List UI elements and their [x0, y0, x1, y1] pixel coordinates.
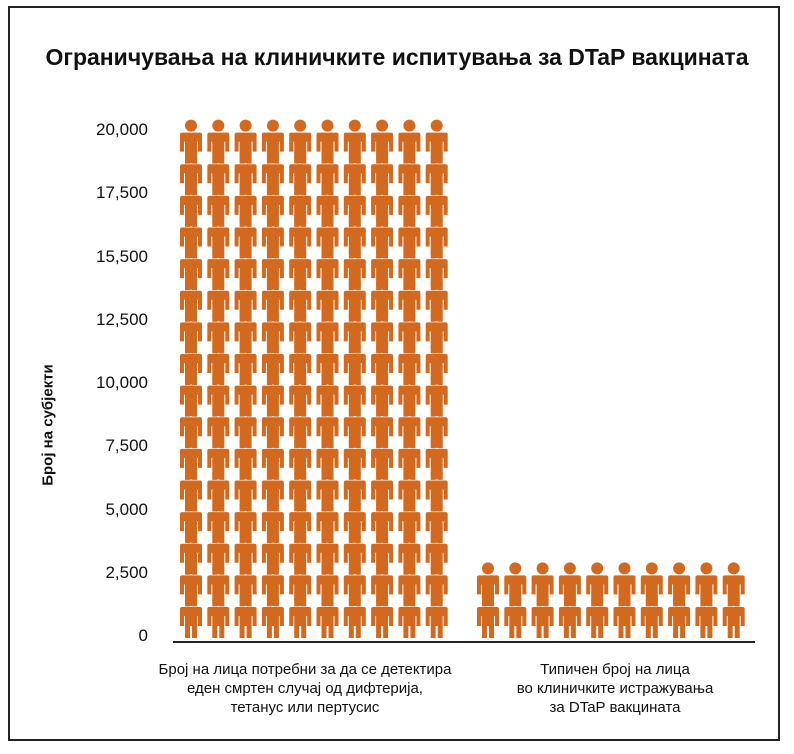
person-icon	[261, 119, 284, 164]
category-label-0: Број на лица потребни за да се детектира…	[158, 661, 452, 716]
person-icon	[531, 594, 554, 638]
person-icon	[586, 594, 609, 638]
person-icon	[180, 594, 202, 638]
person-icon	[504, 594, 527, 638]
person-icon	[207, 119, 230, 164]
y-tick-label: 2,500	[105, 562, 148, 582]
person-icon	[398, 594, 421, 638]
person-icon	[722, 594, 745, 638]
person-icon	[477, 594, 499, 638]
y-tick-label: 17,500	[96, 183, 148, 203]
person-icon	[234, 594, 257, 638]
y-tick-label: 7,500	[105, 436, 148, 456]
person-icon	[477, 562, 499, 607]
person-icon	[343, 119, 366, 164]
y-tick-label: 12,500	[96, 309, 148, 329]
person-icon	[289, 119, 312, 164]
person-icon	[343, 594, 366, 638]
category-label-1: Типичен број на лица во клиничките истра…	[516, 661, 714, 716]
person-icon	[558, 594, 581, 638]
person-icon	[695, 594, 718, 638]
person-icon	[371, 119, 394, 164]
y-tick-label: 5,000	[105, 499, 148, 519]
person-icon	[695, 562, 718, 607]
y-tick-label: 0	[138, 626, 148, 645]
person-icon	[640, 594, 663, 638]
person-icon	[371, 594, 394, 638]
person-icon	[640, 562, 663, 607]
person-icon	[398, 119, 421, 164]
person-icon	[558, 562, 581, 607]
person-icon	[289, 594, 312, 638]
person-icon	[261, 594, 284, 638]
chart-frame	[8, 6, 780, 741]
person-icon	[668, 562, 691, 607]
person-icon	[180, 119, 202, 164]
person-icon	[425, 594, 448, 638]
person-icon	[425, 119, 448, 164]
person-icon	[531, 562, 554, 607]
person-icon	[613, 562, 636, 607]
chart-title: Ограничувања на клиничките испитувања за…	[45, 44, 749, 70]
person-icon	[316, 594, 339, 638]
y-tick-label: 10,000	[96, 373, 148, 392]
person-icon	[207, 594, 230, 638]
person-icon	[316, 119, 339, 164]
person-icon	[504, 562, 527, 607]
y-tick-label: 20,000	[96, 120, 148, 139]
person-icon	[722, 562, 745, 607]
person-icon	[668, 594, 691, 638]
person-icon	[613, 594, 636, 638]
person-icon	[586, 562, 609, 607]
person-icon	[234, 119, 257, 164]
x-axis-line	[173, 641, 755, 643]
y-tick-label: 15,500	[96, 246, 148, 266]
